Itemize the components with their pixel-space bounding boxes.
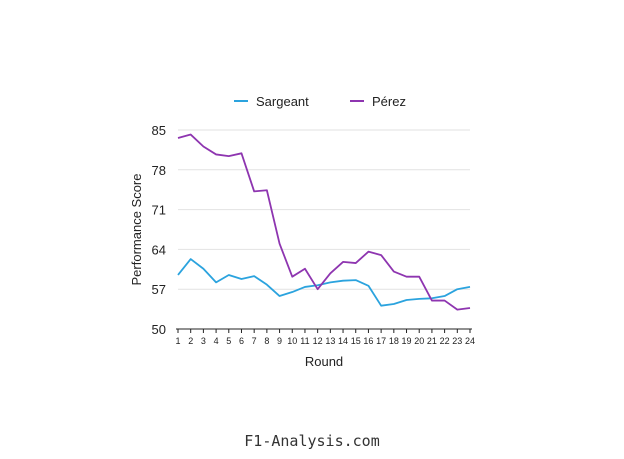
x-tick-label: 13 xyxy=(325,336,335,346)
x-tick-label: 8 xyxy=(264,336,269,346)
x-axis-label: Round xyxy=(305,354,343,369)
watermark: F1-Analysis.com xyxy=(244,432,380,450)
y-tick-label: 50 xyxy=(152,322,166,337)
x-tick-label: 1 xyxy=(175,336,180,346)
y-tick-label: 71 xyxy=(152,203,166,218)
x-tick-label: 15 xyxy=(351,336,361,346)
x-tick-label: 5 xyxy=(226,336,231,346)
x-tick-label: 11 xyxy=(300,336,309,346)
x-tick-label: 3 xyxy=(201,336,206,346)
y-tick-label: 64 xyxy=(152,242,166,257)
x-tick-label: 9 xyxy=(277,336,282,346)
x-tick-label: 12 xyxy=(313,336,323,346)
x-tick-label: 18 xyxy=(389,336,399,346)
x-tick-label: 23 xyxy=(452,336,462,346)
x-tick-label: 21 xyxy=(427,336,437,346)
x-tick-label: 16 xyxy=(363,336,373,346)
x-tick-label: 19 xyxy=(402,336,412,346)
y-axis-label: Performance Score xyxy=(129,174,144,286)
x-tick-label: 4 xyxy=(214,336,219,346)
x-tick-label: 2 xyxy=(188,336,193,346)
y-tick-label: 57 xyxy=(152,282,166,297)
y-tick-label: 85 xyxy=(152,123,166,138)
x-tick-label: 17 xyxy=(376,336,386,346)
legend-label: Pérez xyxy=(372,94,406,109)
y-tick-label: 78 xyxy=(152,163,166,178)
x-tick-label: 7 xyxy=(252,336,257,346)
x-tick-label: 22 xyxy=(440,336,450,346)
x-tick-label: 14 xyxy=(338,336,348,346)
series-line-pérez xyxy=(177,133,471,311)
series-line-sargeant xyxy=(177,258,471,307)
legend-label: Sargeant xyxy=(256,94,309,109)
x-tick-label: 10 xyxy=(287,336,297,346)
x-tick-label: 24 xyxy=(465,336,475,346)
x-tick-label: 6 xyxy=(239,336,244,346)
x-tick-label: 20 xyxy=(414,336,424,346)
